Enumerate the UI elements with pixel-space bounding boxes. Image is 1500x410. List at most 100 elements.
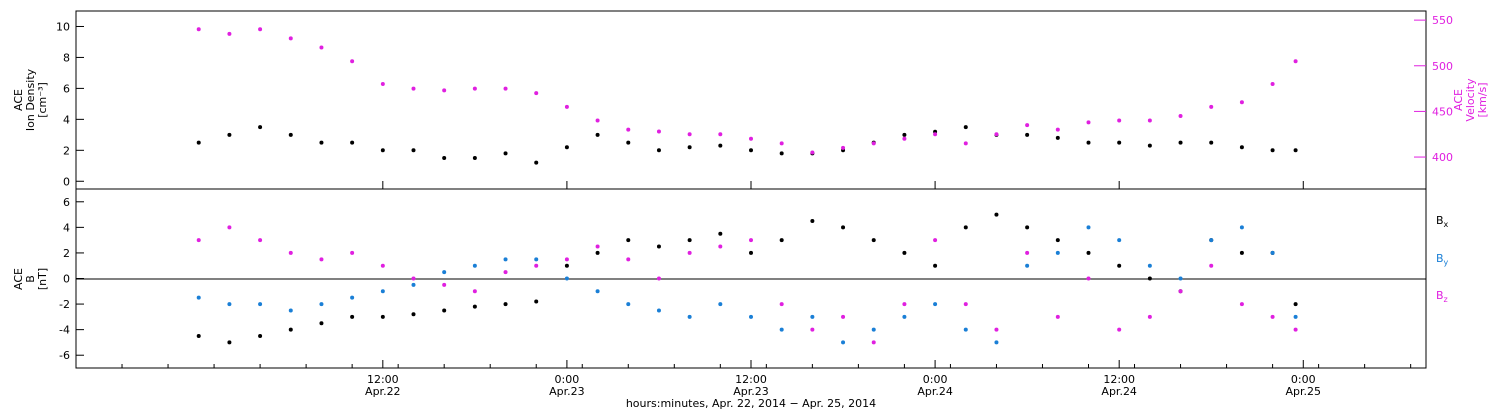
bz-point-36 [1293, 327, 1298, 332]
top-series-1-point-16 [687, 132, 692, 137]
bx-point-25 [963, 225, 968, 230]
top-series-0-point-34 [1239, 145, 1244, 150]
top-series-1-point-27 [1025, 123, 1030, 128]
bz-point-9 [472, 289, 477, 294]
top-left-label-line2: Ion Density [24, 68, 37, 131]
legend-bx: Bx [1436, 214, 1449, 229]
bx-point-4 [319, 321, 324, 326]
bottom-tick-label-0: -6 [59, 349, 70, 362]
bx-point-24 [933, 263, 938, 268]
by-point-13 [595, 289, 600, 294]
top-series-1-point-34 [1239, 100, 1244, 105]
bz-point-31 [1147, 314, 1152, 319]
bz-point-21 [841, 314, 846, 319]
by-point-20 [810, 314, 815, 319]
bottom-tick-label-5: 4 [63, 221, 70, 234]
top-series-1-point-25 [963, 141, 968, 146]
bx-point-11 [534, 299, 539, 304]
bottom-panel-points [196, 212, 1298, 345]
top-series-1-point-9 [472, 86, 477, 91]
top-series-1-point-21 [841, 145, 846, 150]
by-point-31 [1147, 263, 1152, 268]
bz-point-20 [810, 327, 815, 332]
x-tick-label-date-4: Apr.24 [1101, 385, 1137, 398]
bz-point-35 [1270, 314, 1275, 319]
top-series-1-point-8 [442, 88, 447, 93]
bz-point-13 [595, 244, 600, 249]
bx-point-12 [564, 263, 569, 268]
x-tick-label-date-2: Apr.23 [733, 385, 769, 398]
bottom-tick-label-3: 0 [63, 273, 70, 286]
bx-point-34 [1239, 250, 1244, 255]
x-tick-label-time-1: 0:00 [555, 373, 580, 386]
top-series-1-point-4 [319, 45, 324, 50]
top-series-1-point-28 [1055, 127, 1060, 132]
top-right-tick-label-1: 450 [1432, 105, 1453, 118]
top-series-1-point-13 [595, 118, 600, 123]
top-left-tick-label-5: 10 [56, 20, 70, 33]
top-right-tick-label-0: 400 [1432, 151, 1453, 164]
by-point-1 [227, 302, 232, 307]
top-series-0-point-17 [718, 143, 723, 148]
top-series-1-point-22 [871, 141, 876, 146]
x-tick-label-time-0: 12:00 [367, 373, 399, 386]
top-series-0-point-29 [1086, 140, 1091, 145]
top-series-1-point-36 [1293, 59, 1298, 64]
bx-point-36 [1293, 302, 1298, 307]
bx-point-16 [687, 238, 692, 243]
top-series-0-point-19 [779, 151, 784, 156]
bz-point-19 [779, 302, 784, 307]
by-point-0 [196, 295, 201, 300]
x-tick-label-time-3: 0:00 [923, 373, 948, 386]
bx-point-3 [288, 327, 293, 332]
top-right-axis-ticks: 400 450 500 550 [1414, 14, 1453, 164]
by-point-6 [380, 289, 385, 294]
bz-point-25 [963, 302, 968, 307]
top-series-0-point-12 [564, 145, 569, 150]
x-tick-label-time-5: 0:00 [1291, 373, 1316, 386]
top-series-0-point-35 [1270, 148, 1275, 153]
bx-point-28 [1055, 238, 1060, 243]
top-series-0-point-23 [902, 132, 907, 137]
bottom-left-label-line1: ACE [12, 268, 25, 290]
top-left-tick-label-2: 4 [63, 113, 70, 126]
x-tick-label-date-0: Apr.22 [365, 385, 401, 398]
top-series-1-point-32 [1178, 113, 1183, 118]
bx-point-19 [779, 238, 784, 243]
x-tick-label-time-4: 12:00 [1103, 373, 1135, 386]
bx-point-6 [380, 314, 385, 319]
by-point-12 [564, 276, 569, 281]
top-series-1-point-19 [779, 141, 784, 146]
by-point-23 [902, 314, 907, 319]
by-point-5 [350, 295, 355, 300]
top-series-0-point-36 [1293, 148, 1298, 153]
top-left-label-line3: [cm⁻³] [36, 82, 49, 118]
top-series-0-point-14 [626, 140, 631, 145]
top-series-1-point-14 [626, 127, 631, 132]
by-point-28 [1055, 250, 1060, 255]
by-point-26 [994, 340, 999, 345]
bx-point-7 [411, 312, 416, 317]
top-series-0-point-30 [1117, 140, 1122, 145]
by-point-30 [1117, 238, 1122, 243]
bx-point-17 [718, 231, 723, 236]
bz-point-28 [1055, 314, 1060, 319]
bx-point-5 [350, 314, 355, 319]
top-series-0-point-27 [1025, 132, 1030, 137]
top-panel-frame [75, 10, 1427, 190]
legend-by: By [1436, 252, 1449, 267]
top-series-0-point-28 [1055, 135, 1060, 140]
by-point-7 [411, 282, 416, 287]
bx-point-29 [1086, 250, 1091, 255]
bottom-left-label-line2: B [24, 275, 37, 283]
bz-point-0 [196, 238, 201, 243]
top-series-1-point-20 [810, 150, 815, 155]
top-left-axis-label: ACE Ion Density [cm⁻³] [12, 68, 49, 131]
top-right-axis-label: ACE Velocity [km/s] [1452, 78, 1489, 122]
by-point-32 [1178, 276, 1183, 281]
top-series-0-point-6 [380, 148, 385, 153]
by-point-2 [258, 302, 263, 307]
bx-point-14 [626, 238, 631, 243]
bx-point-2 [258, 334, 263, 339]
x-axis-ticks: 12:00Apr.220:00Apr.2312:00Apr.230:00Apr.… [75, 181, 1412, 398]
